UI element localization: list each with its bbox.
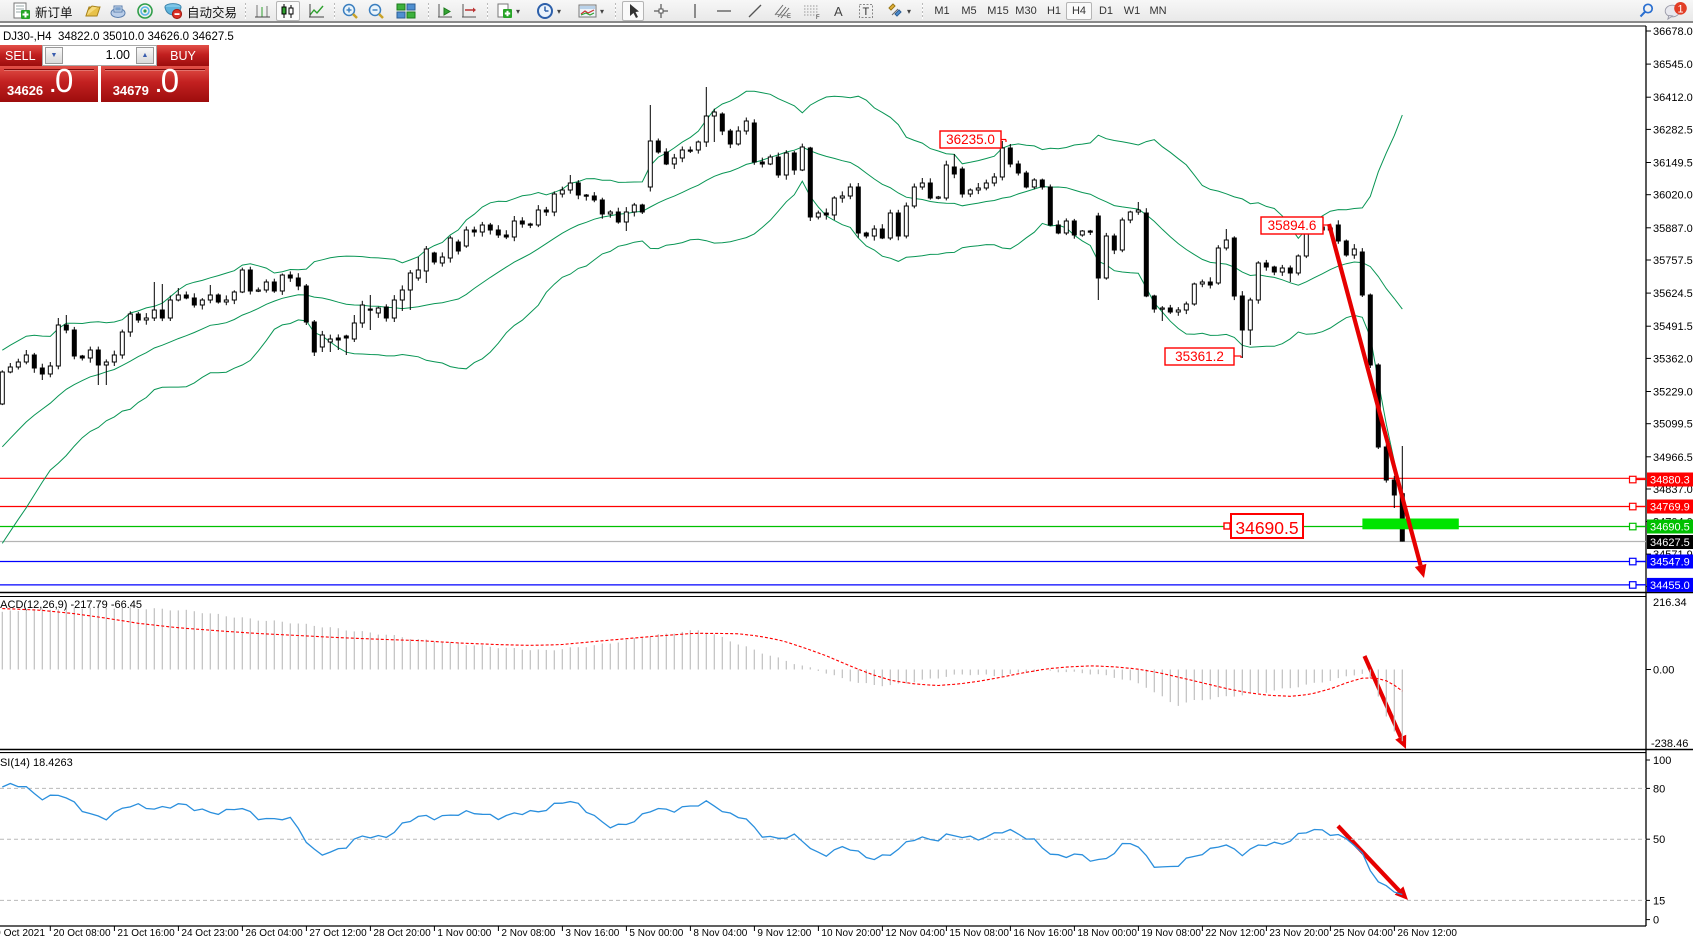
svg-text:18 Nov 00:00: 18 Nov 00:00: [1077, 928, 1137, 939]
svg-text:27 Oct 12:00: 27 Oct 12:00: [309, 928, 367, 939]
svg-text:24 Oct 23:00: 24 Oct 23:00: [181, 928, 239, 939]
svg-text:0.00: 0.00: [1653, 665, 1674, 677]
svg-text:15 Nov 08:00: 15 Nov 08:00: [949, 928, 1009, 939]
svg-text:12 Nov 04:00: 12 Nov 04:00: [885, 928, 945, 939]
svg-text:34966.5: 34966.5: [1653, 452, 1693, 464]
svg-text:35362.0: 35362.0: [1653, 353, 1693, 365]
svg-text:36149.5: 36149.5: [1653, 158, 1693, 170]
svg-text:36020.0: 36020.0: [1653, 190, 1693, 202]
svg-text:-238.46: -238.46: [1651, 738, 1688, 750]
svg-text:23 Nov 20:00: 23 Nov 20:00: [1269, 928, 1329, 939]
svg-text:35887.0: 35887.0: [1653, 223, 1693, 235]
svg-text:34627.5: 34627.5: [1650, 537, 1690, 549]
svg-text:35491.5: 35491.5: [1653, 321, 1693, 333]
svg-text:25 Nov 04:00: 25 Nov 04:00: [1333, 928, 1393, 939]
svg-text:50: 50: [1653, 834, 1665, 846]
svg-text:15: 15: [1653, 895, 1665, 907]
svg-text:35757.5: 35757.5: [1653, 255, 1693, 267]
svg-text:20 Oct 08:00: 20 Oct 08:00: [53, 928, 111, 939]
svg-text:19 Nov 08:00: 19 Nov 08:00: [1141, 928, 1201, 939]
svg-text:34455.0: 34455.0: [1650, 580, 1690, 592]
svg-text:36678.0: 36678.0: [1653, 26, 1693, 38]
svg-text:34769.9: 34769.9: [1650, 502, 1690, 514]
svg-text:26 Oct 04:00: 26 Oct 04:00: [245, 928, 303, 939]
svg-text:10 Nov 20:00: 10 Nov 20:00: [821, 928, 881, 939]
svg-text:F: F: [816, 15, 820, 20]
svg-text:1: 1: [1678, 3, 1684, 15]
svg-text:16 Nov 16:00: 16 Nov 16:00: [1013, 928, 1073, 939]
svg-text:36412.0: 36412.0: [1653, 92, 1693, 104]
svg-text:8 Nov 04:00: 8 Nov 04:00: [693, 928, 747, 939]
svg-text:28 Oct 20:00: 28 Oct 20:00: [373, 928, 431, 939]
svg-text:216.34: 216.34: [1653, 597, 1687, 609]
svg-text:36545.0: 36545.0: [1653, 59, 1693, 71]
svg-text:34690.5: 34690.5: [1235, 518, 1298, 538]
svg-text:E: E: [787, 14, 791, 20]
svg-text:9 Nov 12:00: 9 Nov 12:00: [757, 928, 811, 939]
svg-text:22 Nov 12:00: 22 Nov 12:00: [1205, 928, 1265, 939]
svg-text:3 Nov 16:00: 3 Nov 16:00: [565, 928, 619, 939]
svg-text:5 Nov 00:00: 5 Nov 00:00: [629, 928, 683, 939]
svg-text:34690.5: 34690.5: [1650, 522, 1690, 534]
svg-text:1 Nov 00:00: 1 Nov 00:00: [437, 928, 491, 939]
svg-text:35624.5: 35624.5: [1653, 288, 1693, 300]
svg-text:34547.9: 34547.9: [1650, 557, 1690, 569]
svg-text:100: 100: [1653, 755, 1671, 767]
svg-text:35099.5: 35099.5: [1653, 419, 1693, 431]
svg-text:36235.0: 36235.0: [946, 132, 995, 147]
svg-text:35361.2: 35361.2: [1175, 349, 1224, 364]
svg-text:35894.6: 35894.6: [1268, 218, 1317, 233]
svg-text:T: T: [863, 6, 870, 18]
svg-text:19 Oct 2021: 19 Oct 2021: [0, 928, 45, 939]
svg-text:36282.5: 36282.5: [1653, 124, 1693, 136]
svg-text:80: 80: [1653, 783, 1665, 795]
svg-text:34837.0: 34837.0: [1653, 484, 1693, 496]
svg-text:2 Nov 08:00: 2 Nov 08:00: [501, 928, 555, 939]
svg-text:DJ30-,H4 34822.0 35010.0 3462: DJ30-,H4 34822.0 35010.0 34626.0 34627.5: [3, 31, 234, 43]
svg-text:21 Oct 16:00: 21 Oct 16:00: [117, 928, 175, 939]
svg-text:26 Nov 12:00: 26 Nov 12:00: [1397, 928, 1457, 939]
svg-text:35229.0: 35229.0: [1653, 387, 1693, 399]
svg-text:MACD(12,26,9) -217.79 -66.45: MACD(12,26,9) -217.79 -66.45: [0, 599, 142, 611]
svg-text:34880.3: 34880.3: [1650, 475, 1690, 487]
svg-text:0: 0: [1653, 915, 1659, 927]
svg-text:RSI(14) 18.4263: RSI(14) 18.4263: [0, 757, 73, 769]
